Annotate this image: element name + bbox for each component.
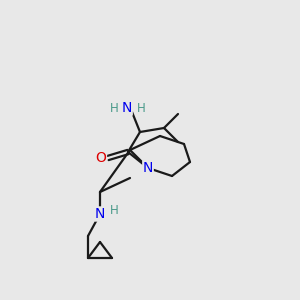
Text: N: N: [95, 207, 105, 221]
Text: O: O: [96, 151, 106, 165]
Text: N: N: [143, 161, 153, 175]
Text: H: H: [110, 203, 118, 217]
Text: H: H: [136, 103, 146, 116]
Text: N: N: [122, 101, 132, 115]
Text: H: H: [110, 103, 118, 116]
